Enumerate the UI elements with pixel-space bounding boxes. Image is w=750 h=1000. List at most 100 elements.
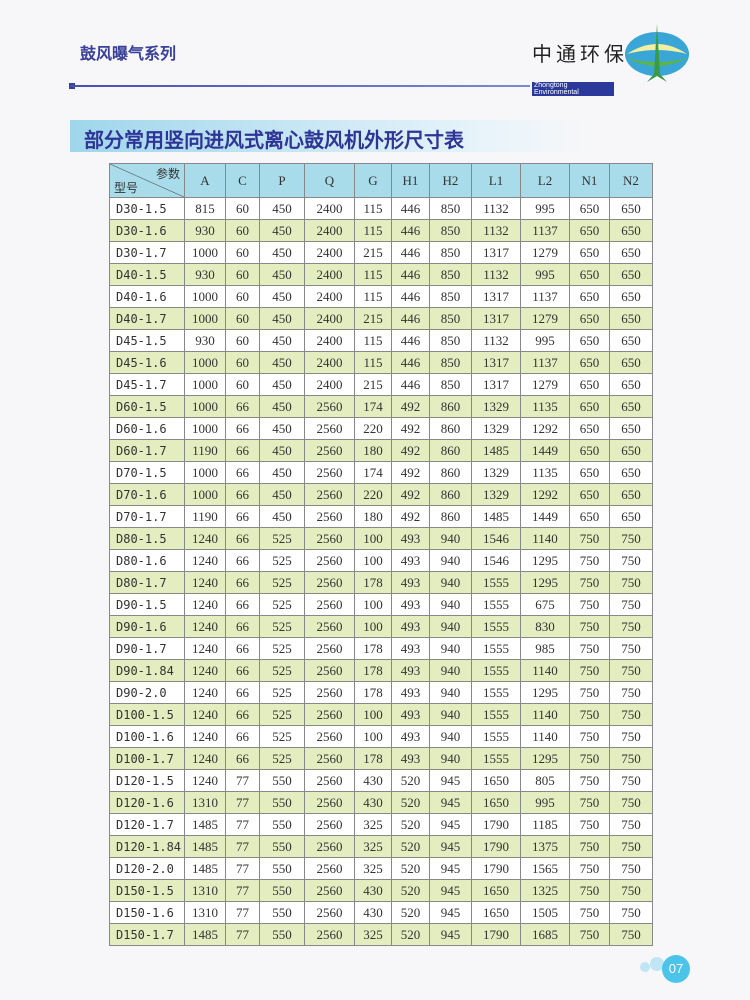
value-cell: 650 <box>569 505 610 528</box>
table-row: D70-1.6 1000 66 450 2560 220 492 860 1329 1292 650… <box>109 483 653 506</box>
value-cell: 1190 <box>184 439 226 462</box>
value-cell: 493 <box>391 527 430 550</box>
value-cell: 525 <box>259 527 305 550</box>
value-cell: 493 <box>391 725 430 748</box>
value-cell: 1240 <box>184 659 226 682</box>
table-row: D90-1.84 1240 66 525 2560 178 493 940 1555 1140 75… <box>109 659 653 682</box>
value-cell: 850 <box>429 329 472 352</box>
value-cell: 750 <box>609 659 653 682</box>
column-header: N1 <box>569 163 610 198</box>
value-cell: 750 <box>609 549 653 572</box>
value-cell: 525 <box>259 681 305 704</box>
value-cell: 525 <box>259 593 305 616</box>
value-cell: 650 <box>569 263 610 286</box>
value-cell: 1132 <box>471 197 521 220</box>
value-cell: 115 <box>354 263 392 286</box>
value-cell: 1555 <box>471 637 521 660</box>
value-cell: 1310 <box>184 901 226 924</box>
value-cell: 450 <box>259 241 305 264</box>
value-cell: 1279 <box>520 241 570 264</box>
value-cell: 650 <box>569 329 610 352</box>
value-cell: 1317 <box>471 285 521 308</box>
value-cell: 66 <box>225 725 260 748</box>
value-cell: 325 <box>354 857 392 880</box>
value-cell: 1137 <box>520 219 570 242</box>
value-cell: 178 <box>354 747 392 770</box>
value-cell: 493 <box>391 703 430 726</box>
table-row: D40-1.6 1000 60 450 2400 115 446 850 1317 1137 650… <box>109 285 653 308</box>
value-cell: 215 <box>354 373 392 396</box>
value-cell: 650 <box>609 285 653 308</box>
value-cell: 930 <box>184 329 226 352</box>
value-cell: 650 <box>569 373 610 396</box>
value-cell: 2560 <box>304 593 355 616</box>
value-cell: 750 <box>609 615 653 638</box>
value-cell: 750 <box>609 813 653 836</box>
value-cell: 2560 <box>304 527 355 550</box>
value-cell: 850 <box>429 307 472 330</box>
value-cell: 178 <box>354 681 392 704</box>
model-cell: D120-1.7 <box>109 813 185 836</box>
model-cell: D150-1.7 <box>109 923 185 946</box>
value-cell: 2560 <box>304 483 355 506</box>
model-cell: D120-1.6 <box>109 791 185 814</box>
value-cell: 650 <box>609 329 653 352</box>
value-cell: 650 <box>569 351 610 374</box>
value-cell: 493 <box>391 593 430 616</box>
value-cell: 1310 <box>184 791 226 814</box>
value-cell: 66 <box>225 703 260 726</box>
value-cell: 325 <box>354 923 392 946</box>
value-cell: 650 <box>609 373 653 396</box>
value-cell: 940 <box>429 593 472 616</box>
value-cell: 174 <box>354 395 392 418</box>
value-cell: 2400 <box>304 307 355 330</box>
value-cell: 1790 <box>471 857 521 880</box>
value-cell: 66 <box>225 461 260 484</box>
value-cell: 1485 <box>184 923 226 946</box>
value-cell: 1317 <box>471 241 521 264</box>
value-cell: 1650 <box>471 791 521 814</box>
column-header: L2 <box>520 163 570 198</box>
value-cell: 66 <box>225 615 260 638</box>
value-cell: 1000 <box>184 373 226 396</box>
value-cell: 1240 <box>184 527 226 550</box>
value-cell: 830 <box>520 615 570 638</box>
value-cell: 650 <box>569 483 610 506</box>
value-cell: 1310 <box>184 879 226 902</box>
value-cell: 650 <box>609 461 653 484</box>
table-row: D40-1.7 1000 60 450 2400 215 446 850 1317 1279 650… <box>109 307 653 330</box>
value-cell: 650 <box>609 219 653 242</box>
value-cell: 860 <box>429 439 472 462</box>
value-cell: 750 <box>609 725 653 748</box>
value-cell: 493 <box>391 615 430 638</box>
value-cell: 1140 <box>520 703 570 726</box>
value-cell: 1485 <box>184 857 226 880</box>
value-cell: 60 <box>225 329 260 352</box>
model-cell: D150-1.5 <box>109 879 185 902</box>
value-cell: 450 <box>259 373 305 396</box>
value-cell: 1790 <box>471 835 521 858</box>
value-cell: 850 <box>429 219 472 242</box>
value-cell: 1240 <box>184 615 226 638</box>
model-cell: D80-1.5 <box>109 527 185 550</box>
value-cell: 1650 <box>471 769 521 792</box>
value-cell: 650 <box>609 439 653 462</box>
value-cell: 1137 <box>520 285 570 308</box>
value-cell: 446 <box>391 241 430 264</box>
value-cell: 180 <box>354 439 392 462</box>
value-cell: 1329 <box>471 483 521 506</box>
table-row: D40-1.5 930 60 450 2400 115 446 850 1132 995 650 65… <box>109 263 653 286</box>
value-cell: 1279 <box>520 373 570 396</box>
value-cell: 2400 <box>304 263 355 286</box>
value-cell: 1240 <box>184 747 226 770</box>
value-cell: 178 <box>354 571 392 594</box>
value-cell: 750 <box>609 703 653 726</box>
value-cell: 1279 <box>520 307 570 330</box>
table-row: D90-1.6 1240 66 525 2560 100 493 940 1555 830 750 7… <box>109 615 653 638</box>
value-cell: 60 <box>225 351 260 374</box>
value-cell: 220 <box>354 483 392 506</box>
value-cell: 750 <box>569 703 610 726</box>
column-header: A <box>184 163 226 198</box>
value-cell: 650 <box>609 241 653 264</box>
value-cell: 860 <box>429 505 472 528</box>
